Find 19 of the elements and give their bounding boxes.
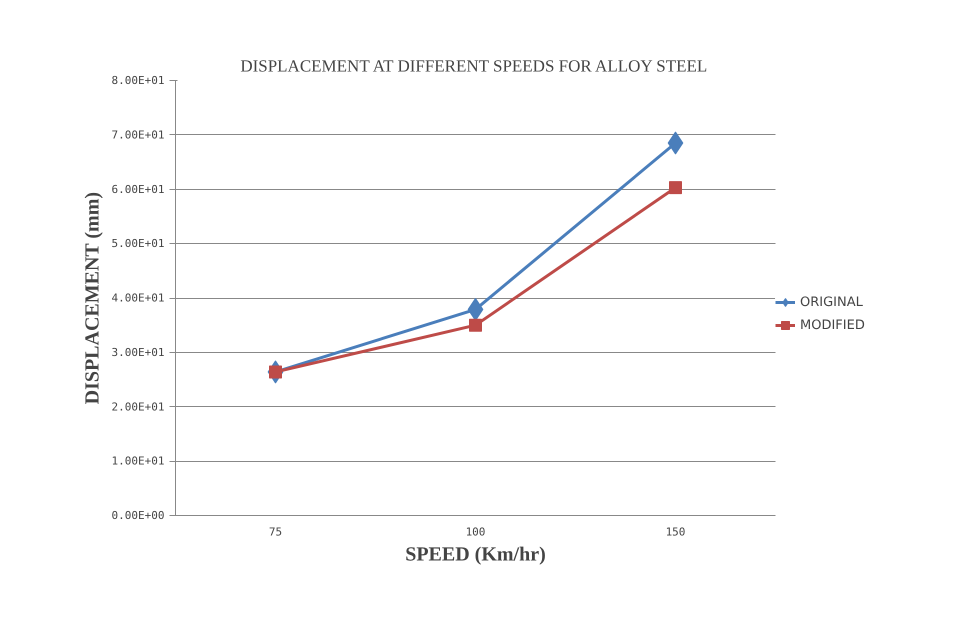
y-axis-title: DISPLACEMENT (mm) — [82, 192, 104, 404]
y-tick-label: 8.00E+01 — [112, 74, 165, 87]
y-tick-label: 7.00E+01 — [112, 128, 165, 142]
x-axis-title: SPEED (Km/hr) — [405, 544, 546, 566]
legend-label: MODIFIED — [800, 318, 865, 332]
y-tick-label: 6.00E+01 — [112, 182, 165, 196]
y-tick-label: 0.00E+00 — [112, 509, 165, 522]
y-tick-label: 4.00E+01 — [112, 292, 165, 304]
point — [469, 318, 482, 332]
legend-label: ORIGINAL — [800, 294, 863, 310]
y-tick-label: 5.00E+01 — [112, 237, 165, 250]
chart-title: DISPLACEMENT AT DIFFERENT SPEEDS FOR ALLOY STEEL — [240, 56, 708, 76]
y-tick-label: 1.00E+01 — [112, 454, 165, 468]
y-tick-label: 3.00E+01 — [112, 346, 165, 359]
x-tick-label: 75 — [268, 526, 282, 538]
x-tick-label: 100 — [466, 526, 486, 538]
x-tick-label: 150 — [666, 526, 686, 538]
y-tick-label: 2.00E+01 — [112, 400, 165, 414]
point — [669, 181, 682, 194]
